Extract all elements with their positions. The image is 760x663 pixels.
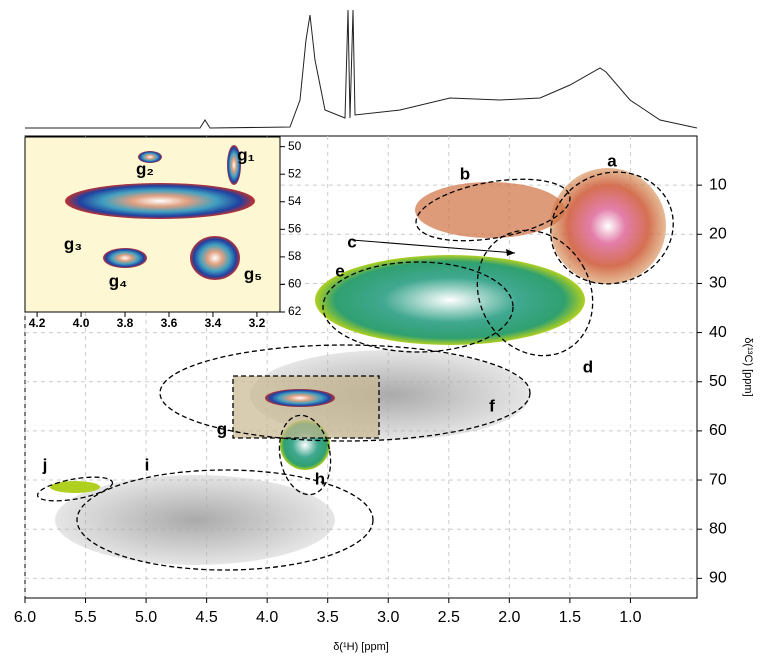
y-tick-label: 54 bbox=[288, 194, 302, 208]
x-tick-label: 5.5 bbox=[74, 609, 96, 626]
y-tick-label: 90 bbox=[709, 570, 727, 587]
region-label: g₄ bbox=[109, 271, 128, 290]
inset-peak bbox=[138, 151, 162, 163]
y-tick-label: 50 bbox=[288, 139, 302, 153]
y-axis-label: δ(¹³C) [ppm] bbox=[742, 337, 754, 396]
x-tick-label: 4.0 bbox=[256, 609, 278, 626]
region-label: d bbox=[583, 357, 593, 376]
x-tick-label: 3.0 bbox=[377, 609, 399, 626]
arrow bbox=[351, 239, 516, 254]
y-tick-label: 80 bbox=[709, 520, 727, 537]
y-tick-label: 40 bbox=[709, 324, 727, 341]
cross-peaks bbox=[50, 168, 666, 565]
region-label: e bbox=[335, 261, 344, 280]
y-tick-label: 50 bbox=[709, 373, 727, 390]
region-label: f bbox=[489, 396, 495, 415]
x-tick-label: 3.4 bbox=[205, 316, 222, 330]
y-tick-label: 60 bbox=[709, 422, 727, 439]
x-axis-label: δ(¹H) [ppm] bbox=[333, 641, 389, 653]
region-label: i bbox=[145, 455, 150, 474]
y-tick-label: 70 bbox=[709, 471, 727, 488]
x-tick-label: 1.5 bbox=[559, 609, 581, 626]
proton-spectrum bbox=[25, 9, 698, 129]
y-tick-label: 10 bbox=[709, 176, 727, 193]
region-outlines bbox=[36, 171, 674, 571]
x-tick-label: 3.2 bbox=[249, 316, 266, 330]
x-tick-label: 3.6 bbox=[161, 316, 178, 330]
region-label: g₂ bbox=[136, 159, 154, 178]
y-tick-label: 58 bbox=[288, 249, 302, 263]
y-tick-label: 60 bbox=[288, 277, 302, 291]
inset-peak-g4 bbox=[103, 248, 147, 268]
y-tick-label: 30 bbox=[709, 275, 727, 292]
y-tick-label: 20 bbox=[709, 226, 727, 243]
x-tick-label: 6.0 bbox=[14, 609, 36, 626]
inset-peak-g1 bbox=[227, 145, 241, 185]
peak-i bbox=[55, 475, 335, 565]
y-tick-label: 52 bbox=[288, 166, 302, 180]
x-tick-label: 3.5 bbox=[317, 609, 339, 626]
region-label: j bbox=[42, 455, 48, 474]
region-label: g bbox=[217, 419, 227, 438]
plot-frame bbox=[24, 135, 698, 599]
region-g bbox=[233, 376, 379, 438]
peak-a bbox=[550, 168, 666, 284]
arrow-head bbox=[506, 249, 515, 256]
peak-b bbox=[415, 182, 565, 238]
x-tick-label: 4.0 bbox=[73, 316, 90, 330]
x-tick-label: 1.0 bbox=[619, 609, 641, 626]
x-tick-label: 2.0 bbox=[498, 609, 520, 626]
region-label: h bbox=[315, 469, 325, 488]
peak-e-d bbox=[315, 255, 585, 345]
region-label: c bbox=[347, 232, 356, 251]
x-tick-label: 4.5 bbox=[195, 609, 217, 626]
x-tick-label: 4.2 bbox=[29, 316, 46, 330]
region-label: b bbox=[460, 164, 470, 183]
region-label: a bbox=[607, 151, 617, 170]
y-tick-label: 62 bbox=[288, 304, 302, 318]
x-tick-label: 5.0 bbox=[135, 609, 157, 626]
x-tick-label: 2.5 bbox=[438, 609, 460, 626]
peak-g bbox=[265, 389, 335, 407]
region-label: g₅ bbox=[244, 264, 262, 283]
peak-j bbox=[50, 481, 100, 493]
inset-peak-g5 bbox=[190, 236, 240, 280]
region-label: g₁ bbox=[237, 145, 254, 164]
inset-peak-g2 bbox=[65, 183, 255, 219]
region-label: g₃ bbox=[64, 234, 82, 253]
x-tick-label: 3.8 bbox=[117, 316, 134, 330]
y-tick-label: 56 bbox=[288, 221, 302, 235]
